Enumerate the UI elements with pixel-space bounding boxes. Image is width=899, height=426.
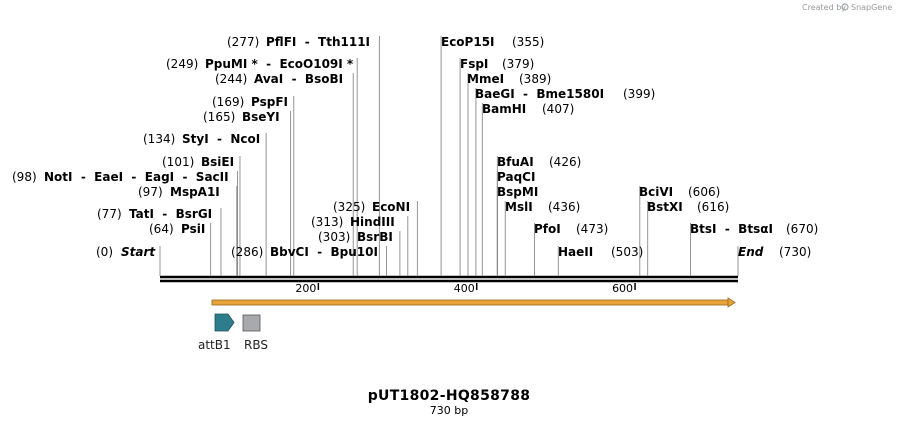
site-position: (249)	[166, 57, 198, 71]
feature-RBS[interactable]: RBS	[242, 314, 268, 352]
site-name[interactable]: BfuAI	[497, 155, 534, 169]
site-position: (379)	[502, 57, 534, 71]
site-position: (277)	[227, 35, 259, 49]
site-name[interactable]: BspMI	[497, 185, 538, 199]
site-name[interactable]: AvaI - BsoBI	[254, 72, 343, 86]
site-name[interactable]: PflFI - Tth111I	[266, 35, 370, 49]
RBS-box-icon[interactable]	[242, 314, 261, 332]
snapgene-logo-icon	[841, 3, 849, 11]
dna-backbone	[160, 275, 738, 283]
site-position: (165)	[203, 110, 235, 124]
plasmid-length: 730 bp	[430, 404, 468, 417]
site-name[interactable]: EcoNI	[372, 200, 410, 214]
site-name[interactable]: BsiEI	[201, 155, 234, 169]
site-name[interactable]: BciVI	[639, 185, 673, 199]
site-position: (503)	[611, 245, 643, 259]
site-name[interactable]: BamHI	[482, 102, 526, 116]
site-name[interactable]: FspI	[460, 57, 488, 71]
site-name[interactable]: BtsI - BtsαI	[690, 222, 773, 236]
site-position: (399)	[623, 87, 655, 101]
site-position: (606)	[688, 185, 720, 199]
site-position: (98)	[12, 170, 37, 184]
site-position: (436)	[548, 200, 580, 214]
attB1-arrow-icon[interactable]	[214, 313, 235, 332]
site-name[interactable]: NotI - EaeI - EagI - SacII	[44, 170, 229, 184]
site-lines	[159, 36, 739, 276]
site-position: (389)	[519, 72, 551, 86]
site-position: (325)	[333, 200, 365, 214]
watermark-created-by: Created by	[802, 3, 846, 12]
site-position: (407)	[542, 102, 574, 116]
site-position: (303)	[318, 230, 350, 244]
feature-bar-arrowhead	[727, 297, 736, 308]
site-position: (244)	[215, 72, 247, 86]
site-position: (355)	[512, 35, 544, 49]
site-name[interactable]: BstXI	[647, 200, 683, 214]
site-position: (730)	[779, 245, 811, 259]
site-position: (134)	[143, 132, 175, 146]
site-position: (286)	[231, 245, 263, 259]
brand-snapgene: SnapGene	[851, 3, 892, 12]
feature-attB1[interactable]: attB1	[198, 313, 235, 352]
site-name[interactable]: BsrBI	[357, 230, 393, 244]
site-name[interactable]: MmeI	[467, 72, 504, 86]
site-name[interactable]: End	[738, 245, 764, 259]
site-position: (473)	[576, 222, 608, 236]
site-name[interactable]: PsiI	[181, 222, 205, 236]
site-name[interactable]: PaqCI	[497, 170, 535, 184]
site-name[interactable]: HaeII	[558, 245, 593, 259]
site-position: (101)	[162, 155, 194, 169]
scale-tick-label: 600	[612, 282, 633, 295]
site-name[interactable]: MslI	[505, 200, 533, 214]
site-position: (0)	[96, 245, 113, 259]
site-position: (169)	[212, 95, 244, 109]
site-name[interactable]: HindIII	[350, 215, 395, 229]
site-name[interactable]: PfoI	[534, 222, 561, 236]
feature-arrow-bar[interactable]	[211, 297, 736, 308]
site-name[interactable]: StyI - NcoI	[182, 132, 260, 146]
site-position: (670)	[786, 222, 818, 236]
plasmid-title: pUT1802-HQ858788	[368, 388, 531, 404]
site-name[interactable]: BaeGI - Bme1580I	[475, 87, 604, 101]
feature-bar[interactable]	[211, 299, 729, 306]
site-name[interactable]: PspFI	[251, 95, 288, 109]
site-name[interactable]: Start	[121, 245, 156, 259]
site-name[interactable]: MspA1I	[170, 185, 220, 199]
site-position: (77)	[97, 207, 122, 221]
RBS-label: RBS	[244, 338, 268, 352]
site-position: (616)	[697, 200, 729, 214]
attB1-label: attB1	[198, 338, 231, 352]
site-position: (426)	[549, 155, 581, 169]
site-name[interactable]: TatI - BsrGI	[129, 207, 212, 221]
site-name[interactable]: EcoP15I	[441, 35, 495, 49]
site-position: (97)	[138, 185, 163, 199]
site-name[interactable]: PpuMI * - EcoO109I *	[205, 57, 354, 71]
scale-tick-label: 400	[454, 282, 475, 295]
site-position: (64)	[149, 222, 174, 236]
site-position: (313)	[311, 215, 343, 229]
site-labels: Start (0) PsiI (64)TatI - BsrGI (77) MspA1I (9…	[12, 35, 818, 259]
scale-tick-label: 200	[295, 282, 316, 295]
scale-ticks: 200 400 600	[295, 282, 636, 295]
site-name[interactable]: BseYI	[242, 110, 280, 124]
site-name[interactable]: BbvCI - Bpu10I	[270, 245, 378, 259]
